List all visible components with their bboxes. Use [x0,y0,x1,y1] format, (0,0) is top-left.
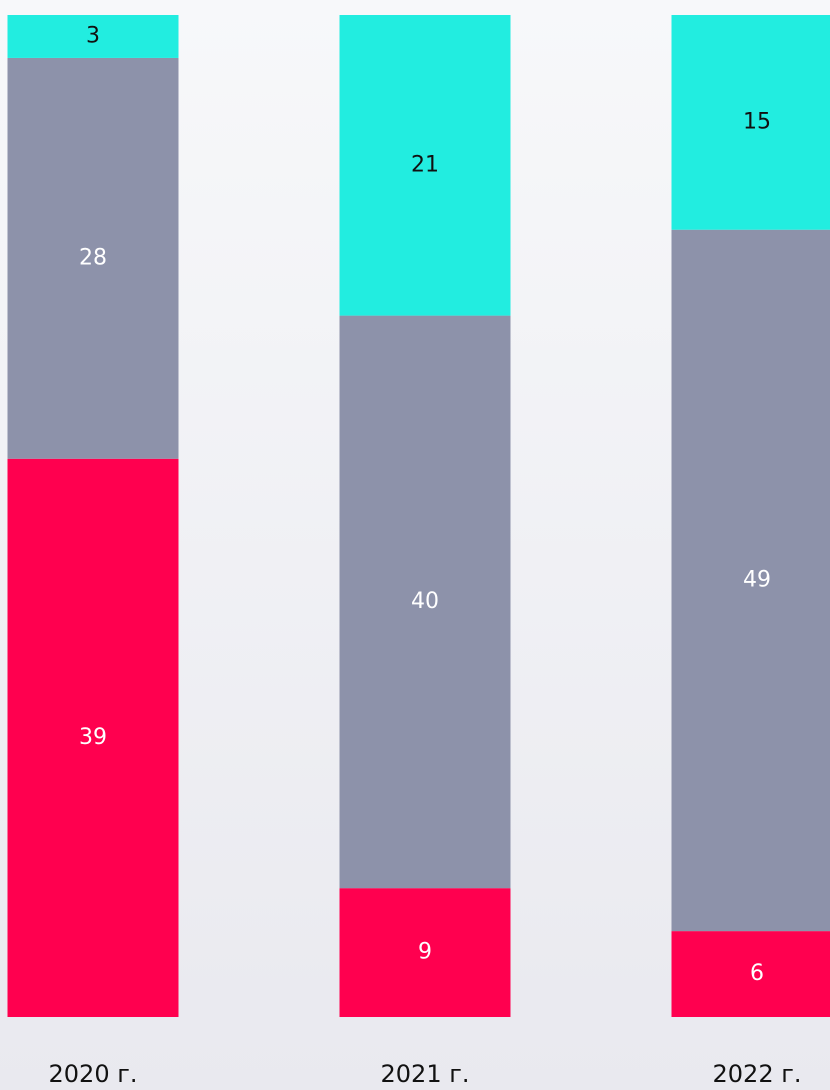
x-tick-label: 2021 г. [381,1060,470,1088]
data-label: 40 [411,589,439,614]
bar-segment [671,931,830,1017]
data-label: 28 [79,245,107,270]
bar-segment [7,57,179,459]
data-label: 21 [411,152,439,177]
bar-segment [7,458,179,1017]
data-label: 39 [79,725,107,750]
data-label: 3 [86,23,100,48]
data-label: 6 [750,961,764,986]
bar-segment [671,15,830,230]
x-tick-label: 2022 г. [713,1060,802,1088]
bar-segment [7,15,179,58]
data-label: 9 [418,940,432,965]
bar-segment [339,15,511,316]
bar-segment [339,315,511,889]
bar-segment [339,888,511,1017]
bar-segment [671,229,830,932]
data-label: 49 [743,567,771,592]
x-tick-label: 2020 г. [49,1060,138,1088]
data-label: 15 [743,109,771,134]
